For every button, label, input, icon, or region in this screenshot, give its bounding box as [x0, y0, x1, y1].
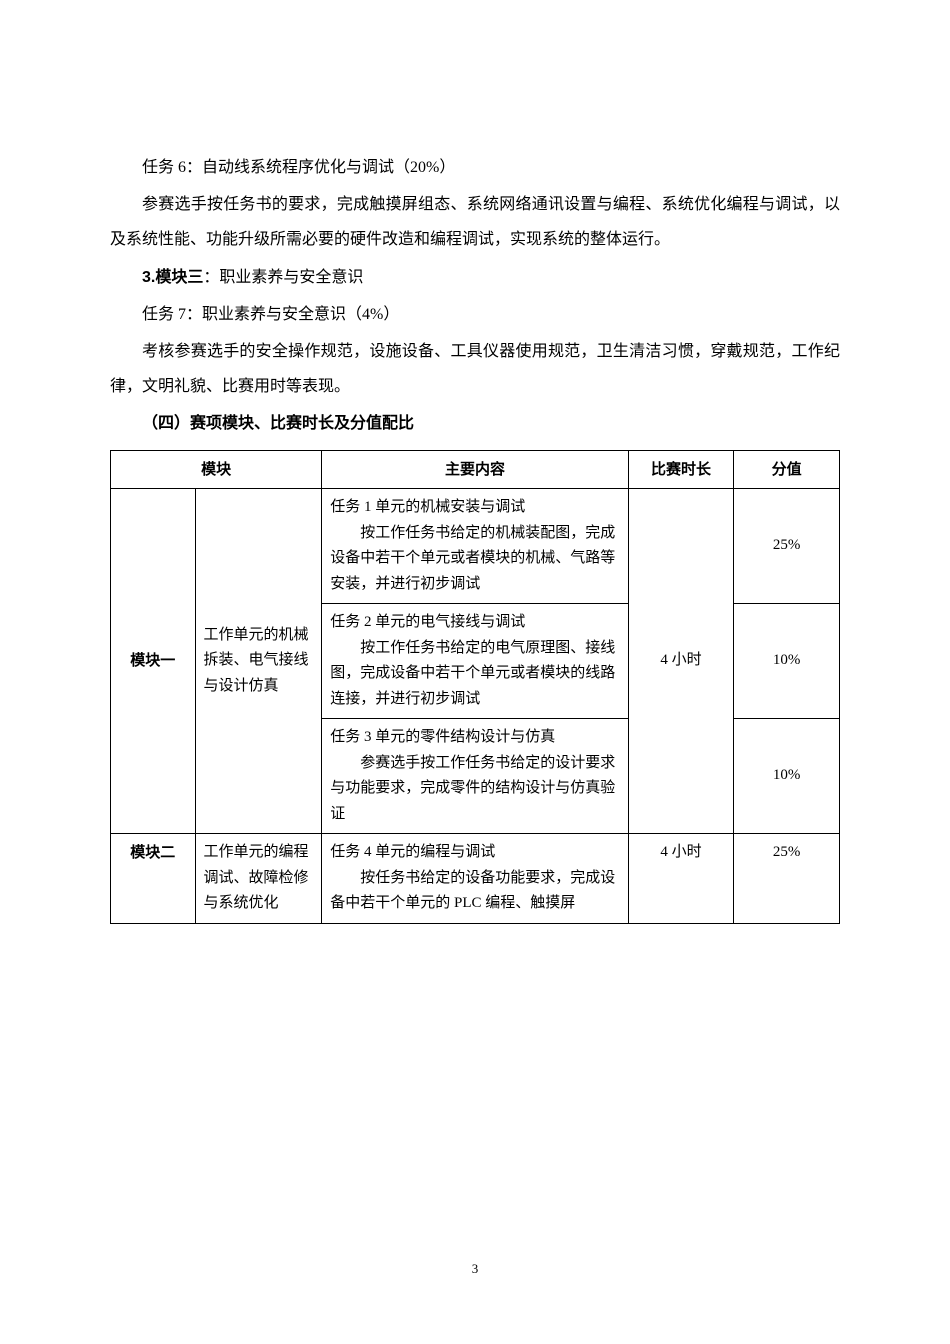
header-content: 主要内容	[322, 450, 628, 489]
module1-task1-desc: 按工作任务书给定的机械装配图，完成设备中若干个单元或者模块的机械、气路等安装，并…	[330, 521, 619, 598]
task7-title: 任务 7：职业素养与安全意识（4%）	[110, 297, 840, 332]
table-header-row: 模块 主要内容 比赛时长 分值	[111, 450, 840, 489]
module1-sub: 工作单元的机械拆装、电气接线与设计仿真	[195, 489, 322, 834]
module2-task4-desc: 按任务书给定的设备功能要求，完成设备中若干个单元的 PLC 编程、触摸屏	[330, 866, 619, 917]
module2-task4-score: 25%	[734, 834, 840, 924]
module2-task4: 任务 4 单元的编程与调试 按任务书给定的设备功能要求，完成设备中若干个单元的 …	[322, 834, 628, 924]
module2-name: 模块二	[111, 834, 196, 924]
task6-description: 参赛选手按任务书的要求，完成触摸屏组态、系统网络通讯设置与编程、系统优化编程与调…	[110, 187, 840, 257]
module-table: 模块 主要内容 比赛时长 分值 模块一 工作单元的机械拆装、电气接线与设计仿真 …	[110, 450, 840, 924]
module1-task3-desc: 参赛选手按工作任务书给定的设计要求与功能要求，完成零件的结构设计与仿真验证	[330, 751, 619, 828]
module3-heading-prefix: 3.模块三	[142, 269, 203, 286]
module1-duration: 4 小时	[628, 489, 734, 834]
module3-heading-suffix: ：职业素养与安全意识	[203, 269, 363, 286]
module1-task2: 任务 2 单元的电气接线与调试 按工作任务书给定的电气原理图、接线图，完成设备中…	[322, 604, 628, 719]
module2-duration: 4 小时	[628, 834, 734, 924]
module1-task1-title: 任务 1 单元的机械安装与调试	[330, 499, 525, 515]
table-row: 模块一 工作单元的机械拆装、电气接线与设计仿真 任务 1 单元的机械安装与调试 …	[111, 489, 840, 604]
module1-name: 模块一	[111, 489, 196, 834]
header-module: 模块	[111, 450, 322, 489]
module1-task1: 任务 1 单元的机械安装与调试 按工作任务书给定的机械装配图，完成设备中若干个单…	[322, 489, 628, 604]
task6-title: 任务 6：自动线系统程序优化与调试（20%）	[110, 150, 840, 185]
page-number: 3	[0, 1255, 950, 1284]
module1-task3-title: 任务 3 单元的零件结构设计与仿真	[330, 729, 555, 745]
task7-description: 考核参赛选手的安全操作规范，设施设备、工具仪器使用规范，卫生清洁习惯，穿戴规范，…	[110, 334, 840, 404]
module1-task2-score: 10%	[734, 604, 840, 719]
module2-sub: 工作单元的编程调试、故障检修与系统优化	[195, 834, 322, 924]
module3-heading: 3.模块三：职业素养与安全意识	[110, 260, 840, 295]
module1-task2-title: 任务 2 单元的电气接线与调试	[330, 614, 525, 630]
header-duration: 比赛时长	[628, 450, 734, 489]
module1-task2-desc: 按工作任务书给定的电气原理图、接线图，完成设备中若干个单元或者模块的线路连接，并…	[330, 636, 619, 713]
table-row: 模块二 工作单元的编程调试、故障检修与系统优化 任务 4 单元的编程与调试 按任…	[111, 834, 840, 924]
module1-task3: 任务 3 单元的零件结构设计与仿真 参赛选手按工作任务书给定的设计要求与功能要求…	[322, 719, 628, 834]
section4-heading: （四）赛项模块、比赛时长及分值配比	[110, 406, 840, 441]
module1-task3-score: 10%	[734, 719, 840, 834]
module2-task4-title: 任务 4 单元的编程与调试	[330, 844, 495, 860]
header-score: 分值	[734, 450, 840, 489]
module1-task1-score: 25%	[734, 489, 840, 604]
